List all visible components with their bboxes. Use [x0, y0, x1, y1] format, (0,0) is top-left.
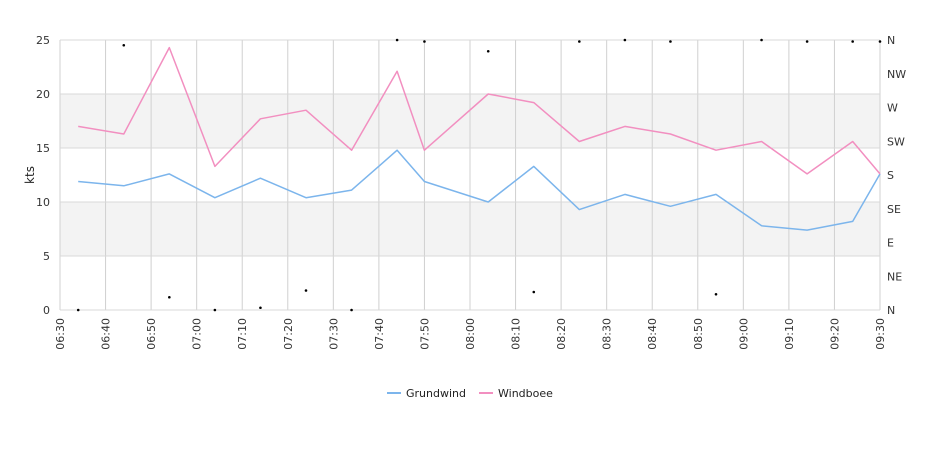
- y-tick-label: 15: [36, 142, 50, 155]
- legend-label-windboee[interactable]: Windboee: [498, 387, 553, 400]
- x-tick-label: 07:40: [373, 318, 386, 350]
- direction-point: [122, 43, 126, 47]
- direction-tick-label: SE: [887, 203, 901, 216]
- direction-tick-label: E: [887, 237, 894, 250]
- direction-tick-label: S: [887, 169, 894, 182]
- direction-tick-label: NE: [887, 270, 902, 283]
- x-tick-label: 06:30: [54, 318, 67, 350]
- x-tick-label: 07:00: [191, 318, 204, 350]
- direction-tick-label: N: [887, 304, 895, 317]
- y-axis-label: kts: [23, 166, 37, 184]
- x-tick-label: 09:10: [783, 318, 796, 350]
- x-tick-label: 08:30: [601, 318, 614, 350]
- y-tick-label: 0: [43, 304, 50, 317]
- x-tick-label: 09:20: [828, 318, 841, 350]
- legend: Grundwind Windboee: [387, 387, 553, 400]
- direction-point: [76, 308, 80, 312]
- y-tick-label: 5: [43, 250, 50, 263]
- direction-point: [304, 289, 308, 292]
- direction-point: [878, 40, 882, 43]
- direction-point: [423, 40, 426, 43]
- direction-point: [350, 308, 353, 312]
- direction-tick-label: W: [887, 102, 898, 115]
- direction-tick-label: N: [887, 34, 895, 47]
- x-tick-label: 07:50: [418, 318, 431, 350]
- x-tick-label: 06:40: [100, 318, 113, 350]
- direction-point: [259, 306, 262, 310]
- vertical-gridlines: [59, 40, 881, 310]
- x-tick-label: 08:10: [510, 318, 523, 350]
- direction-tick-label: SW: [887, 135, 905, 148]
- direction-point: [851, 40, 854, 43]
- direction-points: [76, 38, 882, 312]
- direction-point: [532, 290, 536, 294]
- x-tick-label: 09:00: [737, 318, 750, 350]
- direction-point: [168, 295, 171, 299]
- direction-point: [714, 292, 718, 296]
- series-line-windboee: [78, 46, 881, 175]
- horizontal-gridlines: [60, 39, 880, 311]
- direction-point: [760, 38, 763, 42]
- x-tick-label: 06:50: [145, 318, 158, 350]
- direction-point: [669, 40, 672, 43]
- x-tick-label: 07:10: [236, 318, 249, 350]
- x-tick-label: 08:00: [464, 318, 477, 350]
- x-tick-label: 08:20: [555, 318, 568, 350]
- legend-label-grundwind[interactable]: Grundwind: [406, 387, 466, 400]
- x-tick-label: 08:40: [646, 318, 659, 350]
- series-layer: [78, 46, 881, 231]
- x-tick-label: 09:30: [874, 318, 887, 350]
- y-axis-ticks: 0 5 10 15 20 25: [36, 34, 50, 317]
- direction-point: [578, 40, 581, 43]
- direction-point: [805, 40, 809, 43]
- direction-axis-ticks: N NE E SE S SW W NW N: [887, 34, 906, 317]
- y-tick-label: 10: [36, 196, 50, 209]
- direction-point: [486, 49, 490, 53]
- x-tick-label: 08:50: [692, 318, 705, 350]
- x-tick-label: 07:30: [327, 318, 340, 350]
- direction-point: [623, 38, 627, 42]
- x-tick-label: 07:20: [282, 318, 295, 350]
- y-tick-label: 25: [36, 34, 50, 47]
- direction-point: [213, 308, 217, 312]
- y-tick-label: 20: [36, 88, 50, 101]
- direction-point: [395, 38, 399, 42]
- direction-tick-label: NW: [887, 68, 906, 81]
- series-line-grundwind: [78, 149, 881, 231]
- x-axis-ticks: 06:30 06:40 06:50 07:00 07:10 07:20 07:30 07:40…: [54, 318, 887, 350]
